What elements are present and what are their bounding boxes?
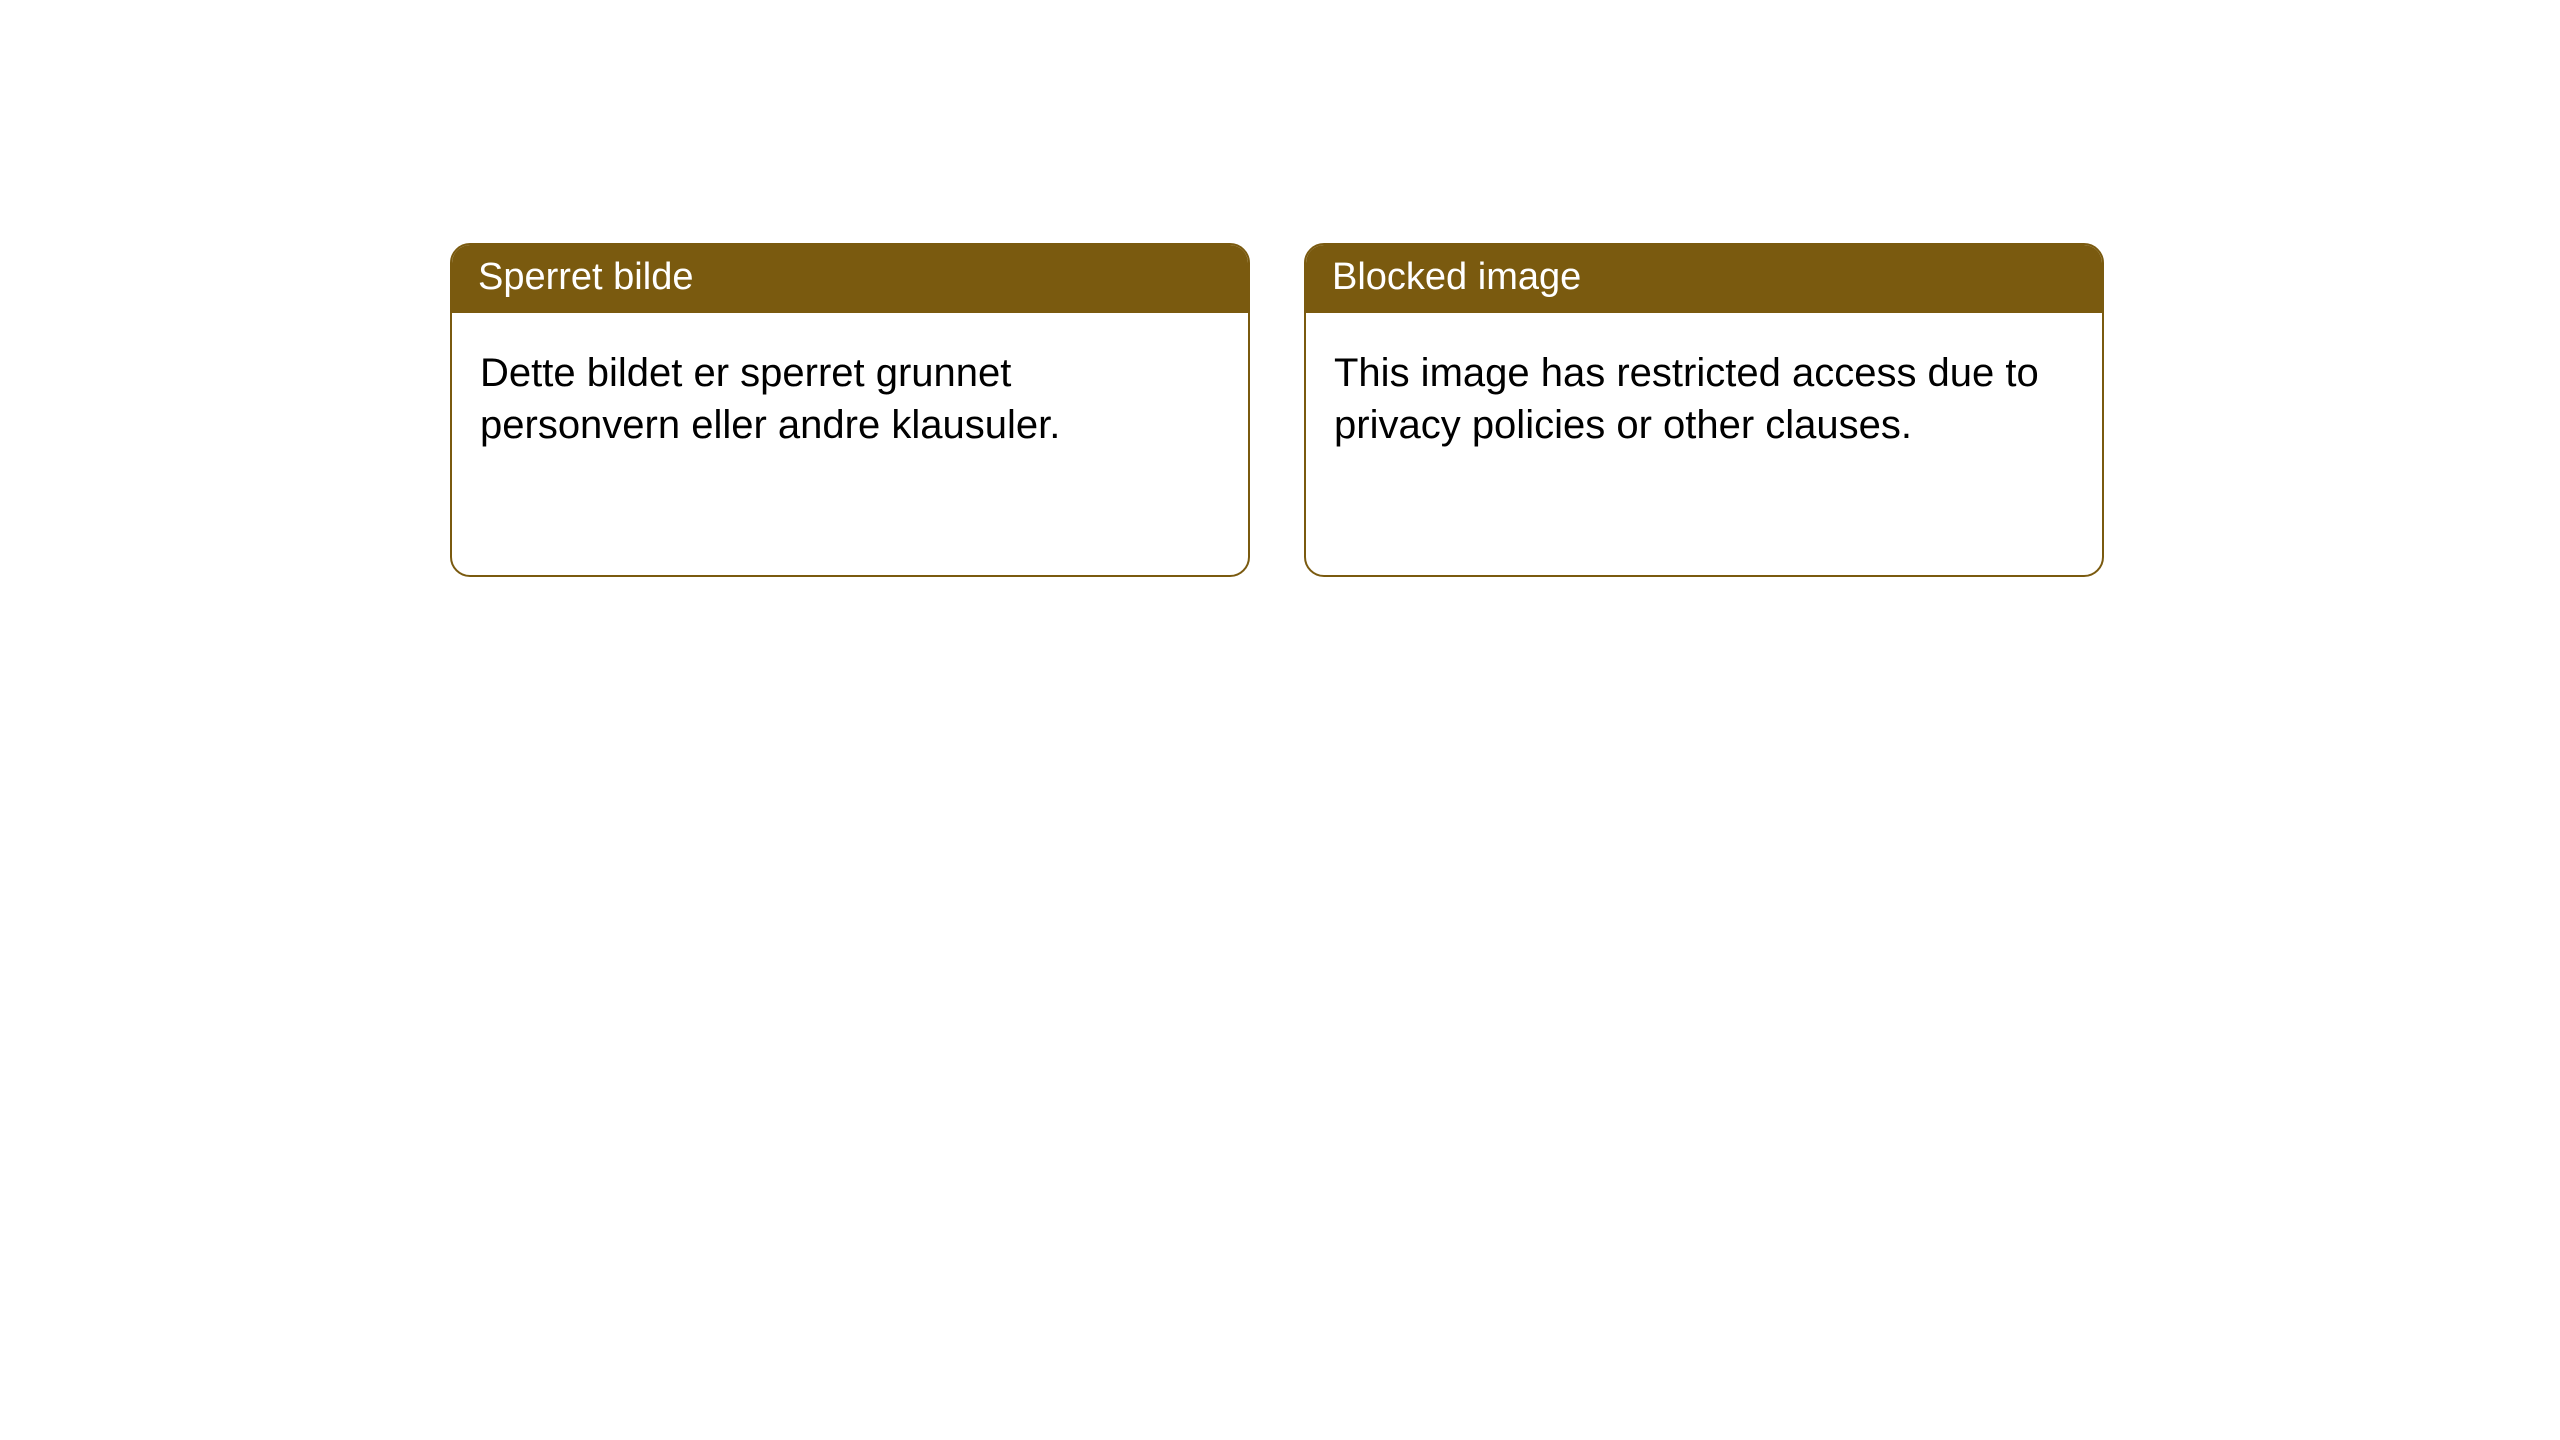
card-header: Blocked image — [1306, 245, 2102, 313]
notice-card-norwegian: Sperret bilde Dette bildet er sperret gr… — [450, 243, 1250, 577]
card-title: Sperret bilde — [478, 256, 693, 298]
card-body: Dette bildet er sperret grunnet personve… — [452, 313, 1248, 485]
card-body: This image has restricted access due to … — [1306, 313, 2102, 485]
notice-card-english: Blocked image This image has restricted … — [1304, 243, 2104, 577]
card-body-text: Dette bildet er sperret grunnet personve… — [480, 351, 1060, 447]
card-title: Blocked image — [1332, 256, 1581, 298]
card-body-text: This image has restricted access due to … — [1334, 351, 2039, 447]
card-header: Sperret bilde — [452, 245, 1248, 313]
notice-cards-container: Sperret bilde Dette bildet er sperret gr… — [450, 243, 2104, 577]
